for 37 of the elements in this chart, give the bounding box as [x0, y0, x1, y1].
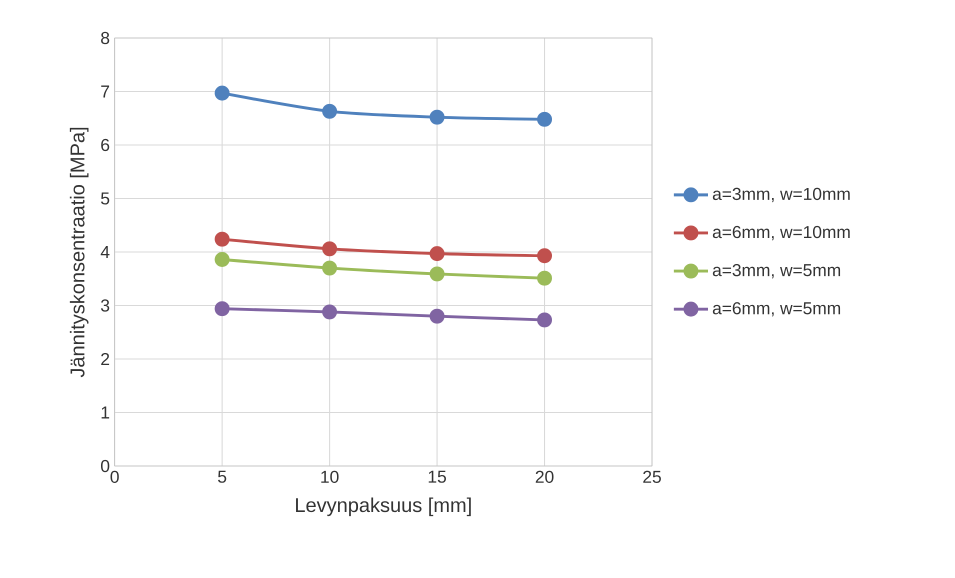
- point: [430, 308, 445, 324]
- point: [322, 304, 338, 320]
- point: [322, 241, 338, 256]
- y-axis-title: Jännityskonsentraatio [MPa]: [70, 128, 88, 378]
- x-axis-title: Levynpaksuus [mm]: [296, 497, 471, 516]
- y-tick-label: 2: [101, 352, 110, 366]
- y-tick-label: 6: [101, 138, 110, 152]
- point: [537, 312, 552, 328]
- y-tick-label: 7: [101, 86, 110, 98]
- x-tick-label: 25: [643, 470, 661, 483]
- point: [214, 301, 230, 316]
- y-tick-label: 0: [100, 460, 110, 472]
- y-tick-label: 5: [101, 192, 110, 205]
- point: [322, 104, 338, 119]
- point: [430, 110, 445, 125]
- point: [214, 86, 230, 101]
- point: [322, 260, 338, 276]
- point: [430, 246, 445, 262]
- legend-label: a=6mm, w=5mm: [712, 302, 840, 316]
- y-tick-label: 4: [100, 246, 110, 258]
- x-tick-label: 20: [536, 470, 554, 483]
- x-tick-label: 15: [428, 470, 446, 483]
- point: [430, 266, 445, 282]
- x-tick-label: 5: [218, 470, 226, 483]
- legend-label: a=3mm, w=10mm: [712, 188, 850, 202]
- x-tick-label: 10: [321, 470, 339, 483]
- point: [537, 270, 552, 286]
- y-tick-label: 8: [101, 32, 110, 44]
- point: [537, 248, 552, 264]
- y-tick-label: 3: [100, 299, 110, 312]
- point: [537, 112, 552, 127]
- point: [214, 232, 230, 247]
- y-tick-label: 1: [102, 406, 110, 418]
- x-tick-label: 0: [110, 470, 119, 483]
- legend-label: a=3mm, w=5mm: [712, 264, 840, 278]
- legend-label: a=6mm, w=10mm: [712, 226, 850, 240]
- point: [214, 252, 230, 267]
